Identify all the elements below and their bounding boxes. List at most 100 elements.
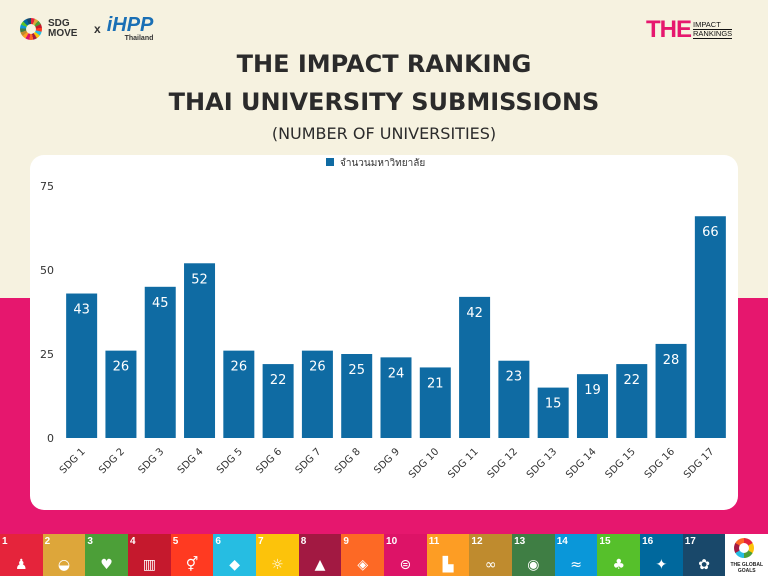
bar xyxy=(105,350,137,438)
the-logo-mark: THE xyxy=(646,16,692,43)
sdg-goal-tile: 9 ◈ xyxy=(341,534,385,576)
sdg-goal-number: 6 xyxy=(215,536,221,547)
bar xyxy=(184,263,216,438)
sdg-goal-tile: 6 ◆ xyxy=(213,534,257,576)
x-tick-label: SDG 10 xyxy=(407,446,441,480)
bar xyxy=(341,354,373,438)
bar xyxy=(66,293,98,438)
sdg-goal-tile: 1 ♟ xyxy=(0,534,43,576)
sdg-goal-number: 13 xyxy=(514,536,526,547)
chart-subtitle: (NUMBER OF UNIVERSITIES) xyxy=(271,124,497,143)
sdg-move-logo: SDG MOVE xyxy=(48,18,78,39)
x-tick-label: SDG 3 xyxy=(136,446,166,476)
equality-icon: ⊜ xyxy=(399,557,412,573)
sdg-goal-tile: 8 ▲ xyxy=(298,534,342,576)
legend-swatch xyxy=(326,158,334,166)
sdg-goal-number: 17 xyxy=(684,536,696,547)
bar xyxy=(459,296,491,438)
the-impact-rankings-logo: THE IMPACT RANKINGS xyxy=(646,16,733,43)
cubes-icon: ◈ xyxy=(357,557,369,573)
sdg-goal-tile: 2 ◒ xyxy=(42,534,86,576)
ihpp-logo: iHPP Thailand xyxy=(107,15,154,42)
sdg-goal-tile: 16 ✦ xyxy=(640,534,683,576)
bar-value-label: 26 xyxy=(113,360,130,375)
sdg-goal-tile: 3 ♥ xyxy=(85,534,129,576)
x-tick-label: SDG 11 xyxy=(446,446,480,480)
x-tick-label: SDG 2 xyxy=(97,446,127,476)
x-tick-label: SDG 15 xyxy=(603,446,637,480)
sdg-goal-number: 10 xyxy=(386,536,398,547)
sdg-wheel-icon xyxy=(20,18,42,40)
x-tick-label: SDG 12 xyxy=(486,446,520,480)
heartbeat-icon: ♥ xyxy=(100,557,113,573)
sdg-goal-tile: 14 ≈ xyxy=(554,534,598,576)
legend-label: จำนวนมหาวิทยาลัย xyxy=(340,158,425,169)
sdg-goal-tile: 12 ∞ xyxy=(469,534,513,576)
fish-icon: ≈ xyxy=(570,557,582,573)
chart-title-line2: THAI UNIVERSITY SUBMISSIONS xyxy=(168,88,600,116)
x-tick-label: SDG 5 xyxy=(215,446,245,476)
growth-chart-icon: ▲ xyxy=(314,557,326,573)
sun-icon: ☼ xyxy=(271,557,284,573)
bar xyxy=(498,360,530,438)
bar xyxy=(616,364,648,438)
sdg-goal-tile: 15 ♣ xyxy=(597,534,641,576)
bar-value-label: 21 xyxy=(427,376,444,391)
y-tick-label: 0 xyxy=(47,432,54,445)
bar xyxy=(144,286,176,438)
bar-value-label: 19 xyxy=(584,383,601,398)
bar-value-label: 25 xyxy=(348,363,365,378)
x-tick-label: SDG 8 xyxy=(333,446,363,476)
sdg-goal-number: 16 xyxy=(642,536,654,547)
the-logo-line1: IMPACT xyxy=(693,21,733,30)
global-goals-tile: THE GLOBAL GOALS xyxy=(725,534,768,576)
x-tick-label: SDG 4 xyxy=(176,446,206,476)
book-icon: ▥ xyxy=(142,557,156,573)
global-goals-wheel-icon xyxy=(734,538,755,558)
x-tick-label: SDG 9 xyxy=(372,446,402,476)
bar xyxy=(301,350,333,438)
sdg-goals-strip: 1 ♟ 2 ◒ 3 ♥ 4 ▥ 5 ⚥ 6 ◆ 7 ☼ 8 ▲ 9 ◈ 10 ⊜ 11 ▙ 12 ∞ 13 ◉ 14 ≈15 ♣ 16 ✦ 1… xyxy=(0,534,768,576)
bar-value-label: 15 xyxy=(545,397,562,412)
bar-value-label: 22 xyxy=(270,373,287,388)
x-tick-label: SDG 16 xyxy=(643,446,677,480)
bar-value-label: 28 xyxy=(663,353,680,368)
sdg-goal-tile: 7 ☼ xyxy=(256,534,299,576)
tree-icon: ♣ xyxy=(612,557,626,573)
sdg-goal-tile: 5 ⚥ xyxy=(170,534,214,576)
bar xyxy=(537,387,569,438)
sdg-goal-tile: 10 ⊜ xyxy=(384,534,427,576)
sdg-goal-number: 5 xyxy=(172,536,179,547)
gender-icon: ⚥ xyxy=(185,557,199,573)
city-icon: ▙ xyxy=(442,557,454,573)
bar-value-label: 26 xyxy=(231,360,248,375)
logo-separator: x xyxy=(94,22,101,36)
x-tick-label: SDG 6 xyxy=(254,446,284,476)
bar-chart: จำนวนมหาวิทยาลัย 0 25 50 75 43 SDG 1 26 SDG 2 45 S… xyxy=(40,158,726,481)
x-tick-label: SDG 1 xyxy=(58,446,88,476)
sdg-goal-number: 11 xyxy=(428,536,440,547)
the-logo-line2: RANKINGS xyxy=(693,29,733,39)
rings-icon: ✿ xyxy=(698,557,710,573)
y-tick-label: 25 xyxy=(40,348,54,361)
sdg-goal-number: 9 xyxy=(343,536,349,547)
sdg-goal-number: 7 xyxy=(258,536,264,547)
y-tick-label: 75 xyxy=(40,180,54,193)
x-tick-label: SDG 13 xyxy=(525,446,559,480)
bar-value-label: 52 xyxy=(191,272,208,287)
food-bowl-icon: ◒ xyxy=(57,557,71,573)
sdg-goal-tile: 4 ▥ xyxy=(128,534,171,576)
sdg-goal-tile: 17 ✿ xyxy=(682,534,726,576)
bar xyxy=(419,367,451,438)
sdg-goal-number: 2 xyxy=(44,536,51,547)
sdg-goal-number: 15 xyxy=(599,536,611,547)
water-drop-icon: ◆ xyxy=(229,557,241,573)
sdg-goal-number: 12 xyxy=(471,536,483,547)
bar xyxy=(576,374,608,438)
ihpp-logo-sub: Thailand xyxy=(124,35,154,42)
sdg-goal-number: 14 xyxy=(556,536,568,547)
bar xyxy=(223,350,255,438)
bar-value-label: 66 xyxy=(702,225,719,240)
poverty-icon: ♟ xyxy=(15,557,28,573)
infinity-icon: ∞ xyxy=(484,557,497,573)
